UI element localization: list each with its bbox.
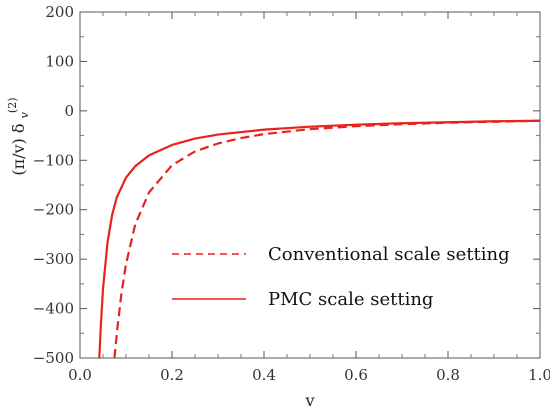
legend: Conventional scale setting PMC scale sett… — [172, 244, 510, 310]
legend-label: PMC scale setting — [268, 289, 433, 310]
y-axis-label-subscript: v — [18, 111, 31, 118]
y-axis-label: (π/v) δ v (2) — [6, 97, 32, 175]
x-tick-label: 0.6 — [344, 366, 368, 384]
x-axis-label: v — [304, 391, 314, 410]
series-line-pmc — [98, 119, 540, 358]
x-tick-label: 0.8 — [436, 366, 460, 384]
y-tick-label: −300 — [33, 250, 74, 268]
series-layer — [98, 119, 540, 358]
series-line-conventional — [113, 119, 540, 358]
x-tick-label: 1.0 — [528, 366, 550, 384]
y-axis-label-base: (π/v) δ — [9, 123, 28, 175]
x-tick-label: 0.4 — [252, 366, 276, 384]
y-axis-label-superscript: (2) — [6, 97, 19, 113]
y-tick-label: −100 — [33, 151, 74, 169]
y-tick-label: −200 — [33, 201, 74, 219]
y-tick-label: 0 — [64, 102, 74, 120]
legend-label: Conventional scale setting — [268, 244, 510, 265]
y-tick-label: −400 — [33, 300, 74, 318]
x-tick-label: 0.2 — [160, 366, 184, 384]
y-tick-label: 200 — [45, 3, 74, 21]
y-tick-label: −500 — [33, 349, 74, 367]
y-tick-label: 100 — [45, 52, 74, 70]
tick-layer: 0.0 0.2 0.4 0.6 0.8 1.0 200 100 0 −100 −200 −300 −40… — [33, 3, 550, 384]
x-tick-label: 0.0 — [68, 366, 92, 384]
